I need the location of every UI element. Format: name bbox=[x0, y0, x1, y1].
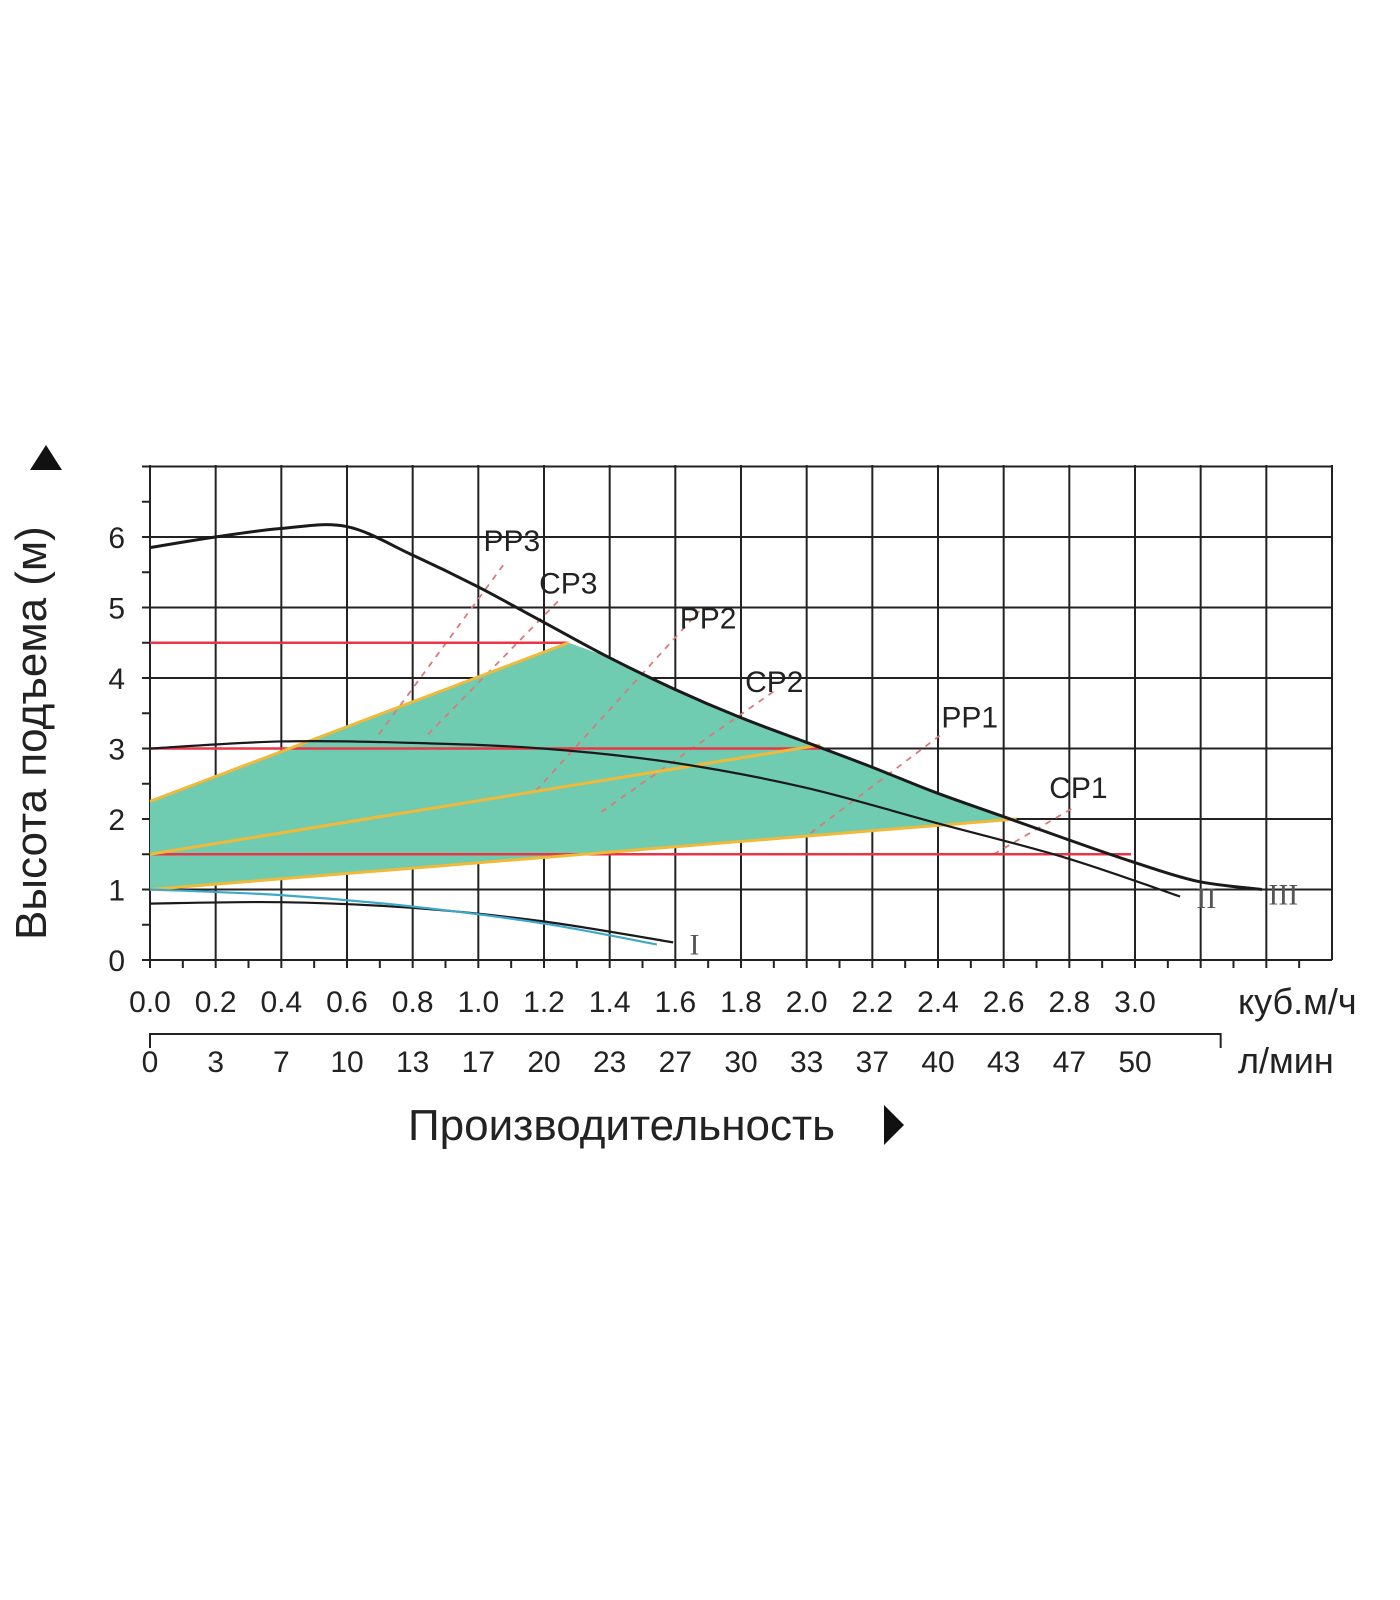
y-tick-label: 0 bbox=[108, 945, 125, 978]
y-tick-label: 2 bbox=[108, 804, 125, 837]
y-axis-arrow-icon bbox=[30, 445, 62, 470]
y-axis-title: Высота подъема (м) bbox=[7, 526, 56, 940]
x-tick-label-primary: 2.0 bbox=[786, 986, 828, 1019]
x-tick-label-primary: 1.2 bbox=[523, 986, 565, 1019]
speed-label-i: I bbox=[690, 928, 700, 961]
x-tick-label-secondary: 23 bbox=[593, 1046, 626, 1079]
x-tick-label-primary: 2.4 bbox=[917, 986, 959, 1019]
x-tick-label-primary: 0.8 bbox=[392, 986, 434, 1019]
y-tick-label: 1 bbox=[108, 875, 125, 908]
proportional-pressure-line-pp1 bbox=[149, 817, 1017, 891]
x-tick-label-secondary: 0 bbox=[142, 1046, 159, 1079]
pump-curve-i bbox=[149, 900, 674, 944]
proportional-pressure-line-pp3 bbox=[149, 641, 570, 803]
axis-bracket bbox=[149, 1033, 1222, 1048]
x-tick-label-primary: 2.6 bbox=[983, 986, 1025, 1019]
x-axis-arrow-icon bbox=[884, 1105, 904, 1145]
x-tick-label-primary: 0.6 bbox=[326, 986, 368, 1019]
y-tick-label: 3 bbox=[108, 734, 125, 767]
x-tick-label-primary: 1.4 bbox=[589, 986, 631, 1019]
grid bbox=[142, 465, 1333, 968]
x-tick-label-primary: 0.2 bbox=[195, 986, 237, 1019]
y-tick-label: 6 bbox=[108, 522, 125, 555]
dashed-extension-cp3 bbox=[427, 599, 560, 736]
pump-curve-i-blue bbox=[149, 888, 658, 946]
dashed-extension-pp2 bbox=[535, 610, 701, 792]
x-axis-title: Производительность bbox=[408, 1101, 835, 1150]
x-unit-secondary: л/мин bbox=[1238, 1040, 1334, 1081]
x-tick-label-secondary: 20 bbox=[527, 1046, 560, 1079]
pump-curve-ii bbox=[149, 740, 1181, 898]
x-tick-label-secondary: 50 bbox=[1118, 1046, 1151, 1079]
x-tick-label-secondary: 43 bbox=[987, 1046, 1020, 1079]
curve-label-pp3: PP3 bbox=[484, 525, 541, 558]
y-tick-label: 5 bbox=[108, 593, 125, 626]
curve-label-pp2: PP2 bbox=[680, 603, 737, 636]
x-tick-label-primary: 2.2 bbox=[851, 986, 893, 1019]
operating-area bbox=[150, 642, 1017, 890]
x-tick-label-secondary: 27 bbox=[659, 1046, 692, 1079]
x-tick-label-primary: 1.0 bbox=[457, 986, 499, 1019]
dashed-extension-pp1 bbox=[809, 733, 942, 834]
curve-label-pp1: PP1 bbox=[941, 701, 998, 734]
proportional-pressure-line-pp2 bbox=[149, 743, 821, 856]
dashed-extension-cp1 bbox=[993, 807, 1073, 856]
x-tick-label-secondary: 3 bbox=[207, 1046, 224, 1079]
curve-label-cp2: CP2 bbox=[745, 666, 803, 699]
x-tick-label-primary: 1.8 bbox=[720, 986, 762, 1019]
x-tick-label-primary: 2.8 bbox=[1048, 986, 1090, 1019]
x-tick-label-secondary: 40 bbox=[921, 1046, 954, 1079]
speed-label-ii: II bbox=[1196, 882, 1216, 915]
pump-curve-iii bbox=[149, 523, 1262, 891]
x-tick-label-primary: 0.4 bbox=[260, 986, 302, 1019]
y-tick-label: 4 bbox=[108, 663, 125, 696]
x-tick-label-secondary: 30 bbox=[724, 1046, 757, 1079]
x-tick-label-secondary: 17 bbox=[462, 1046, 495, 1079]
curve-label-cp1: CP1 bbox=[1049, 772, 1107, 805]
x-tick-label-primary: 1.6 bbox=[654, 986, 696, 1019]
x-tick-label-secondary: 10 bbox=[330, 1046, 363, 1079]
operating-area-fill bbox=[150, 642, 1017, 890]
x-tick-label-secondary: 7 bbox=[273, 1046, 290, 1079]
x-tick-label-secondary: 13 bbox=[396, 1046, 429, 1079]
x-tick-label-secondary: 33 bbox=[790, 1046, 823, 1079]
x-tick-label-secondary: 37 bbox=[856, 1046, 889, 1079]
x-tick-label-secondary: 47 bbox=[1053, 1046, 1086, 1079]
x-tick-label-primary: 3.0 bbox=[1114, 986, 1156, 1019]
speed-label-iii: III bbox=[1268, 878, 1298, 911]
chart-lines bbox=[149, 523, 1262, 946]
x-tick-label-primary: 0.0 bbox=[129, 986, 171, 1019]
curve-label-cp3: CP3 bbox=[539, 567, 597, 600]
x-unit-primary: куб.м/ч bbox=[1238, 981, 1357, 1022]
